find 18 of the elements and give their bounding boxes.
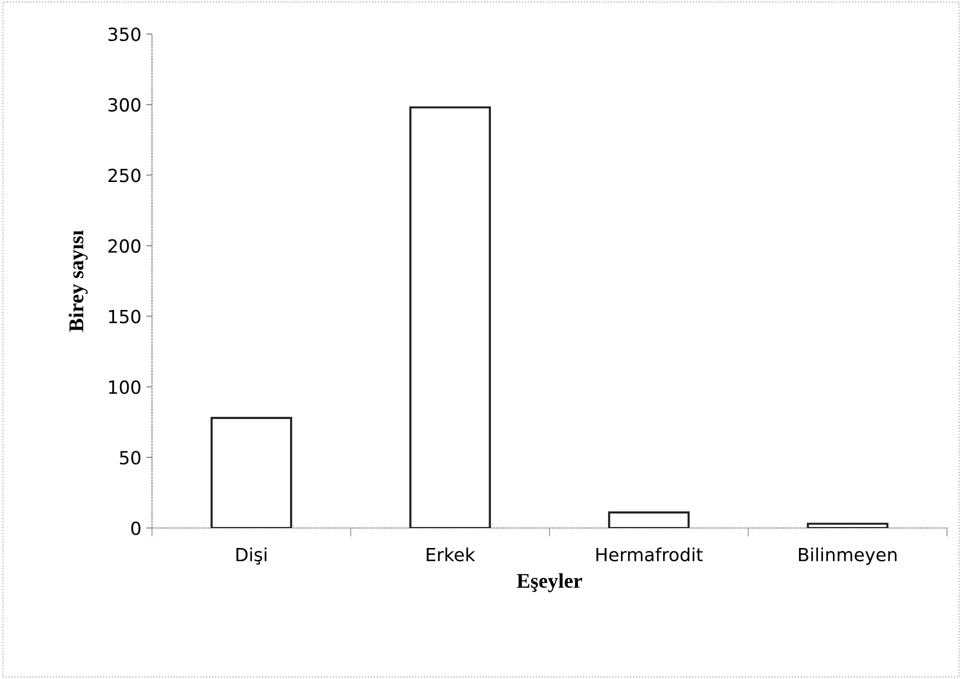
x-axis-title: Eşeyler — [516, 573, 582, 592]
x-tick-label: Erkek — [426, 547, 476, 562]
y-tick-label: 300 — [108, 98, 140, 112]
x-tick-label: Hermafrodit — [596, 547, 703, 562]
y-tick-label: 350 — [108, 27, 140, 42]
y-tick-label: 200 — [108, 239, 140, 253]
bar — [806, 522, 888, 528]
y-tick-label: 250 — [108, 168, 140, 182]
x-tick-label: Bilinmeyen — [798, 547, 896, 565]
y-tick-label: 100 — [109, 380, 140, 394]
y-tick-label: 150 — [109, 310, 140, 324]
y-tick-label: 0 — [131, 521, 140, 536]
y-axis-title: Birey sayısı — [68, 230, 88, 332]
bar — [608, 511, 690, 528]
bar — [409, 106, 491, 528]
y-tick-label: 50 — [120, 450, 140, 465]
x-tick-label: Dişi — [236, 547, 266, 565]
bar — [210, 416, 292, 528]
